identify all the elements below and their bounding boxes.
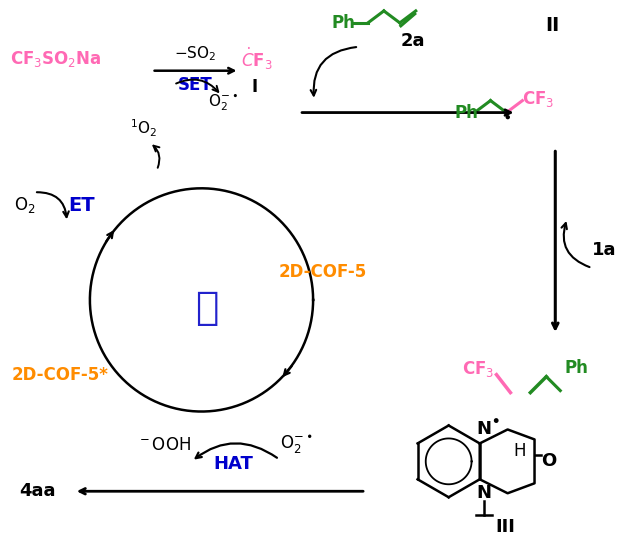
Text: $\bullet$: $\bullet$ — [490, 410, 500, 427]
Text: CF$_3$: CF$_3$ — [463, 359, 494, 379]
Text: $-$SO$_2$: $-$SO$_2$ — [174, 44, 217, 63]
Text: Ph: Ph — [564, 359, 588, 376]
Text: N: N — [476, 421, 491, 438]
Text: SET: SET — [178, 76, 213, 94]
Text: II: II — [545, 17, 560, 35]
Text: N: N — [476, 484, 491, 502]
Text: O$_2^{-\bullet}$: O$_2^{-\bullet}$ — [280, 433, 313, 455]
Text: $^-$OOH: $^-$OOH — [137, 437, 191, 454]
Text: Ph: Ph — [455, 104, 478, 121]
Text: O$_2^{-\bullet}$: O$_2^{-\bullet}$ — [209, 92, 239, 113]
Text: H: H — [514, 442, 526, 460]
Text: 4aa: 4aa — [19, 482, 56, 500]
Text: $^1$O$_2$: $^1$O$_2$ — [130, 118, 158, 139]
Text: 💡: 💡 — [195, 289, 218, 327]
Text: $\dot{C}$F$_3$: $\dot{C}$F$_3$ — [241, 46, 273, 72]
Text: CF$_3$SO$_2$Na: CF$_3$SO$_2$Na — [10, 49, 102, 69]
Text: 2D-COF-5: 2D-COF-5 — [279, 263, 367, 281]
Text: III: III — [496, 518, 516, 536]
Text: Ph: Ph — [331, 14, 355, 32]
Text: O$_2$: O$_2$ — [14, 195, 36, 215]
Text: HAT: HAT — [214, 455, 253, 474]
Text: CF$_3$: CF$_3$ — [523, 89, 554, 109]
Text: 2D-COF-5*: 2D-COF-5* — [11, 365, 108, 384]
Text: 1a: 1a — [592, 241, 617, 259]
Text: ET: ET — [69, 196, 95, 215]
Text: $\bullet$: $\bullet$ — [502, 109, 511, 124]
Text: O: O — [542, 452, 557, 470]
Text: 2a: 2a — [401, 32, 425, 50]
Text: I: I — [251, 78, 257, 95]
